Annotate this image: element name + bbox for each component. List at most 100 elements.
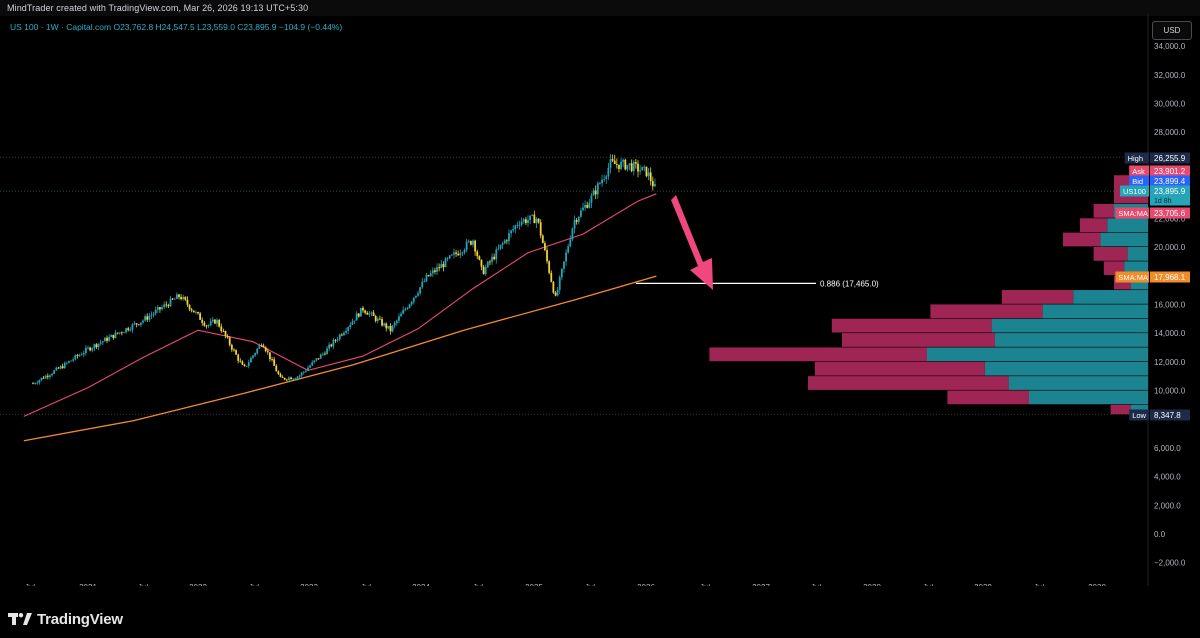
candle-body (38, 380, 41, 383)
candle-body (594, 190, 597, 195)
candle-body (444, 258, 447, 268)
candle-body (654, 184, 656, 187)
candle-body (347, 327, 350, 331)
volume-profile-up-bar (991, 318, 1148, 333)
price-marker-label: Ask (1132, 167, 1145, 176)
candle-body (51, 373, 53, 376)
candle-body (391, 325, 394, 332)
candle-body (294, 378, 297, 380)
candle-body (131, 324, 134, 330)
candle-body (87, 347, 89, 349)
candle-body (465, 241, 468, 250)
candle-body (376, 318, 379, 321)
candle-body (65, 362, 68, 364)
volume-profile-down-bar (1093, 203, 1114, 218)
candle-body (165, 304, 168, 306)
time-axis-tick: 2026 (637, 583, 655, 586)
candle-body (264, 347, 267, 352)
candle-body (97, 343, 100, 348)
candle-body (101, 341, 104, 343)
volume-profile-down-bar (1110, 404, 1131, 415)
candle-body (171, 298, 174, 300)
candle-body (245, 366, 248, 367)
candle-body (249, 357, 252, 363)
price-marker-label: SMA:MA (1118, 273, 1148, 282)
candle-body (139, 322, 142, 325)
candle-body (560, 268, 563, 278)
tradingview-logo[interactable]: TradingView (8, 609, 123, 629)
time-axis-tick: 2024 (412, 583, 430, 586)
sma-slow-line (23, 275, 657, 442)
candle-body (372, 312, 375, 316)
candle-body (603, 178, 606, 180)
chart-credit: MindTrader created with TradingView.com,… (7, 3, 309, 13)
chart-area[interactable]: 0.886 (17,465.0) 34,000.0 32,000.0 30,000.0… (0, 14, 1190, 586)
candle-body (163, 304, 166, 308)
candle-body (620, 161, 622, 169)
price-marker-label-bg (1124, 152, 1149, 164)
candle-body (180, 297, 182, 300)
time-axis-tick: Jul (361, 583, 371, 586)
candle-body (309, 365, 312, 368)
candle-body (190, 309, 193, 311)
candle-body (353, 320, 356, 322)
candle-body (455, 252, 457, 254)
candle-body (495, 249, 498, 260)
symbol-legend[interactable]: US 100 · 1W · Capital.com O23,762.8 H24,… (10, 22, 342, 32)
volume-profile-down-bar (831, 318, 992, 333)
time-axis-tick: Jul (700, 583, 710, 586)
tradingview-icon (8, 613, 32, 625)
time-axis-tick: 2021 (79, 583, 97, 586)
candle-body (99, 342, 102, 344)
volume-profile-down-bar (930, 304, 1043, 319)
candle-body (634, 162, 637, 164)
time-axis-tick: Jul (473, 583, 483, 586)
candle-body (137, 324, 140, 326)
down-arrow-annotation[interactable] (671, 195, 713, 290)
candle-body (296, 376, 299, 379)
header-bar: MindTrader created with TradingView.com,… (0, 0, 1200, 16)
candle-body (453, 252, 455, 255)
candle-body (355, 313, 358, 321)
candle-body (42, 377, 45, 379)
volume-profile-down-bar (1093, 247, 1128, 261)
candle-body (182, 296, 185, 300)
candle-body (173, 298, 176, 300)
candle-body (254, 353, 257, 356)
candle-body (412, 297, 415, 302)
volume-profile-down-bar (842, 333, 995, 347)
candle-body (328, 344, 331, 349)
candle-body (400, 313, 402, 317)
candle-body (476, 251, 479, 257)
candle-body (459, 253, 462, 256)
candle-body (49, 375, 51, 377)
symbol-name[interactable]: US 100 · 1W · Capital.com (10, 22, 112, 32)
candle-body (214, 319, 216, 324)
currency-button[interactable]: USD (1152, 21, 1192, 40)
price-marker-countdown: 1d 8h (1154, 198, 1172, 205)
price-marker-value: 23,901.2 (1154, 167, 1186, 176)
candle-body (260, 345, 263, 346)
candle-body (628, 163, 631, 165)
candle-body (514, 225, 517, 230)
volume-profile-up-bar (1029, 390, 1148, 405)
volume-profile-up-bar (984, 361, 1148, 376)
price-marker-value-bg (1150, 409, 1190, 421)
candle-body (266, 351, 269, 353)
candle-body (611, 159, 614, 161)
volume-profile-down-bar (1063, 232, 1101, 247)
candle-body (402, 310, 405, 314)
volume-profile-up-bar (1073, 290, 1148, 304)
candle-body (393, 322, 396, 326)
price-marker-value: 23,899.4 (1154, 177, 1186, 186)
candle-body (82, 352, 85, 355)
price-chart[interactable]: 0.886 (17,465.0) 34,000.0 32,000.0 30,000.0… (0, 14, 1200, 586)
candle-body (370, 312, 373, 314)
candle-body (78, 354, 81, 357)
candle-body (70, 360, 72, 362)
price-axis-tick: 20,000.0 (1154, 243, 1186, 252)
candle-body (194, 312, 197, 313)
candle-body (404, 308, 407, 311)
candle-body (288, 377, 290, 381)
candle-body (408, 304, 411, 309)
